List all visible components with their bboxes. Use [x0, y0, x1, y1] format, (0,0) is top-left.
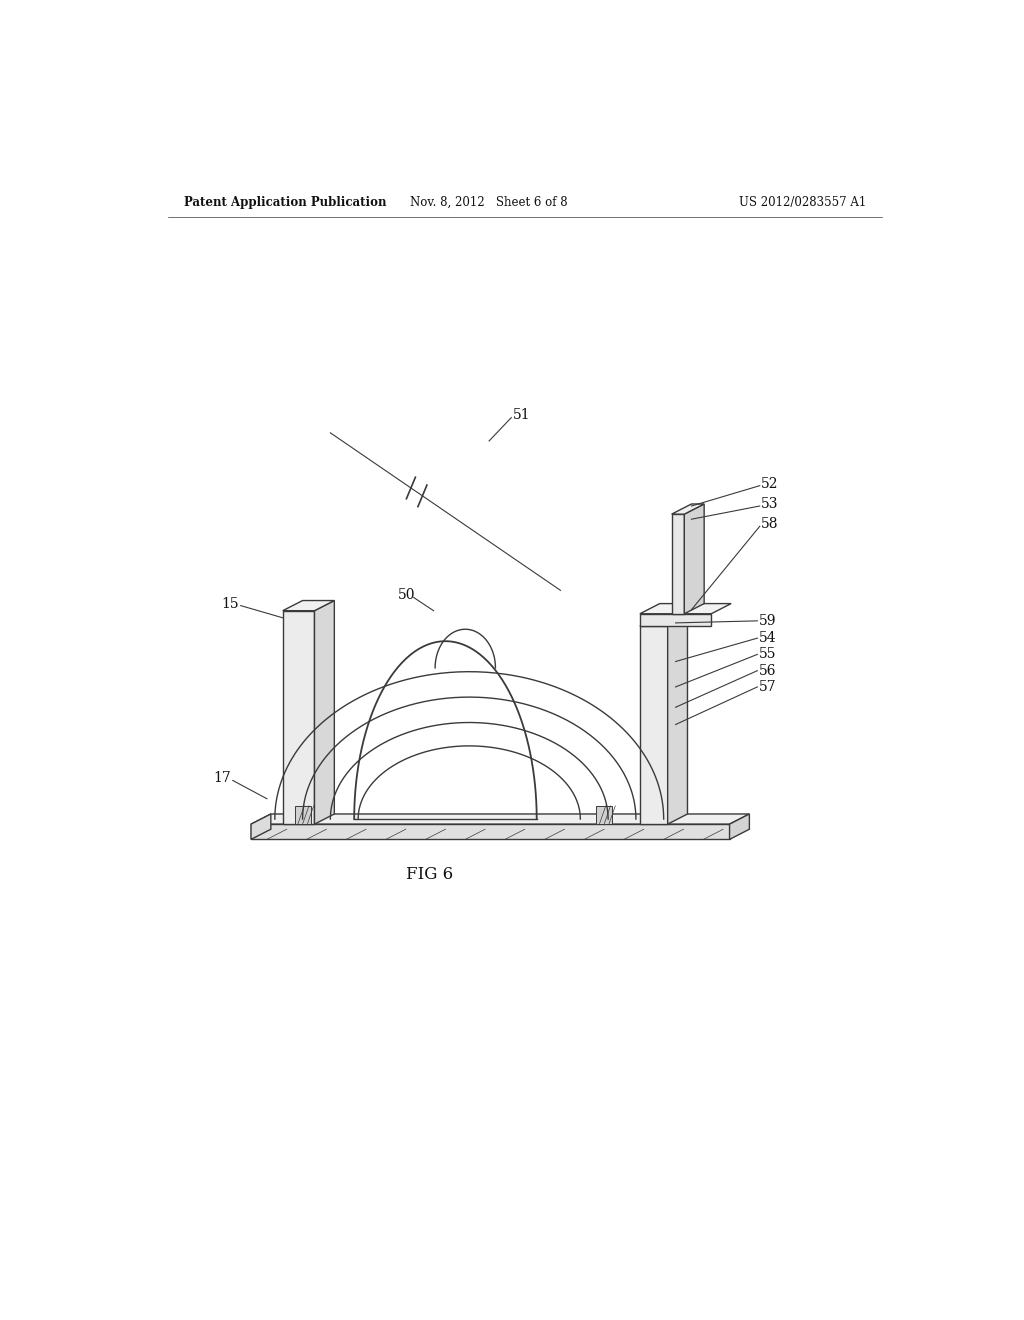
Text: Patent Application Publication: Patent Application Publication: [183, 195, 386, 209]
Text: 53: 53: [761, 496, 779, 511]
Polygon shape: [283, 601, 334, 611]
Polygon shape: [640, 614, 712, 626]
Polygon shape: [640, 626, 668, 824]
Polygon shape: [295, 805, 310, 824]
Text: 50: 50: [397, 589, 416, 602]
Text: Nov. 8, 2012   Sheet 6 of 8: Nov. 8, 2012 Sheet 6 of 8: [411, 195, 568, 209]
Polygon shape: [640, 615, 687, 626]
Text: US 2012/0283557 A1: US 2012/0283557 A1: [738, 195, 866, 209]
Polygon shape: [314, 601, 334, 824]
Polygon shape: [251, 814, 270, 840]
Polygon shape: [640, 603, 731, 614]
Text: 54: 54: [759, 631, 776, 645]
Polygon shape: [684, 504, 705, 614]
Text: 17: 17: [213, 771, 231, 785]
Polygon shape: [596, 805, 612, 824]
Text: 56: 56: [759, 664, 776, 677]
Text: 55: 55: [759, 647, 776, 661]
Polygon shape: [251, 824, 729, 840]
Text: 59: 59: [759, 614, 776, 628]
Polygon shape: [729, 814, 750, 840]
Polygon shape: [672, 504, 705, 515]
Text: FIG 6: FIG 6: [406, 866, 454, 883]
Text: 52: 52: [761, 477, 779, 491]
Text: 15: 15: [221, 597, 240, 611]
Text: 51: 51: [513, 408, 530, 421]
Polygon shape: [668, 615, 687, 824]
Polygon shape: [251, 814, 750, 824]
Text: 57: 57: [759, 680, 776, 694]
Polygon shape: [672, 515, 684, 614]
Text: 58: 58: [761, 517, 779, 532]
Polygon shape: [283, 611, 314, 824]
